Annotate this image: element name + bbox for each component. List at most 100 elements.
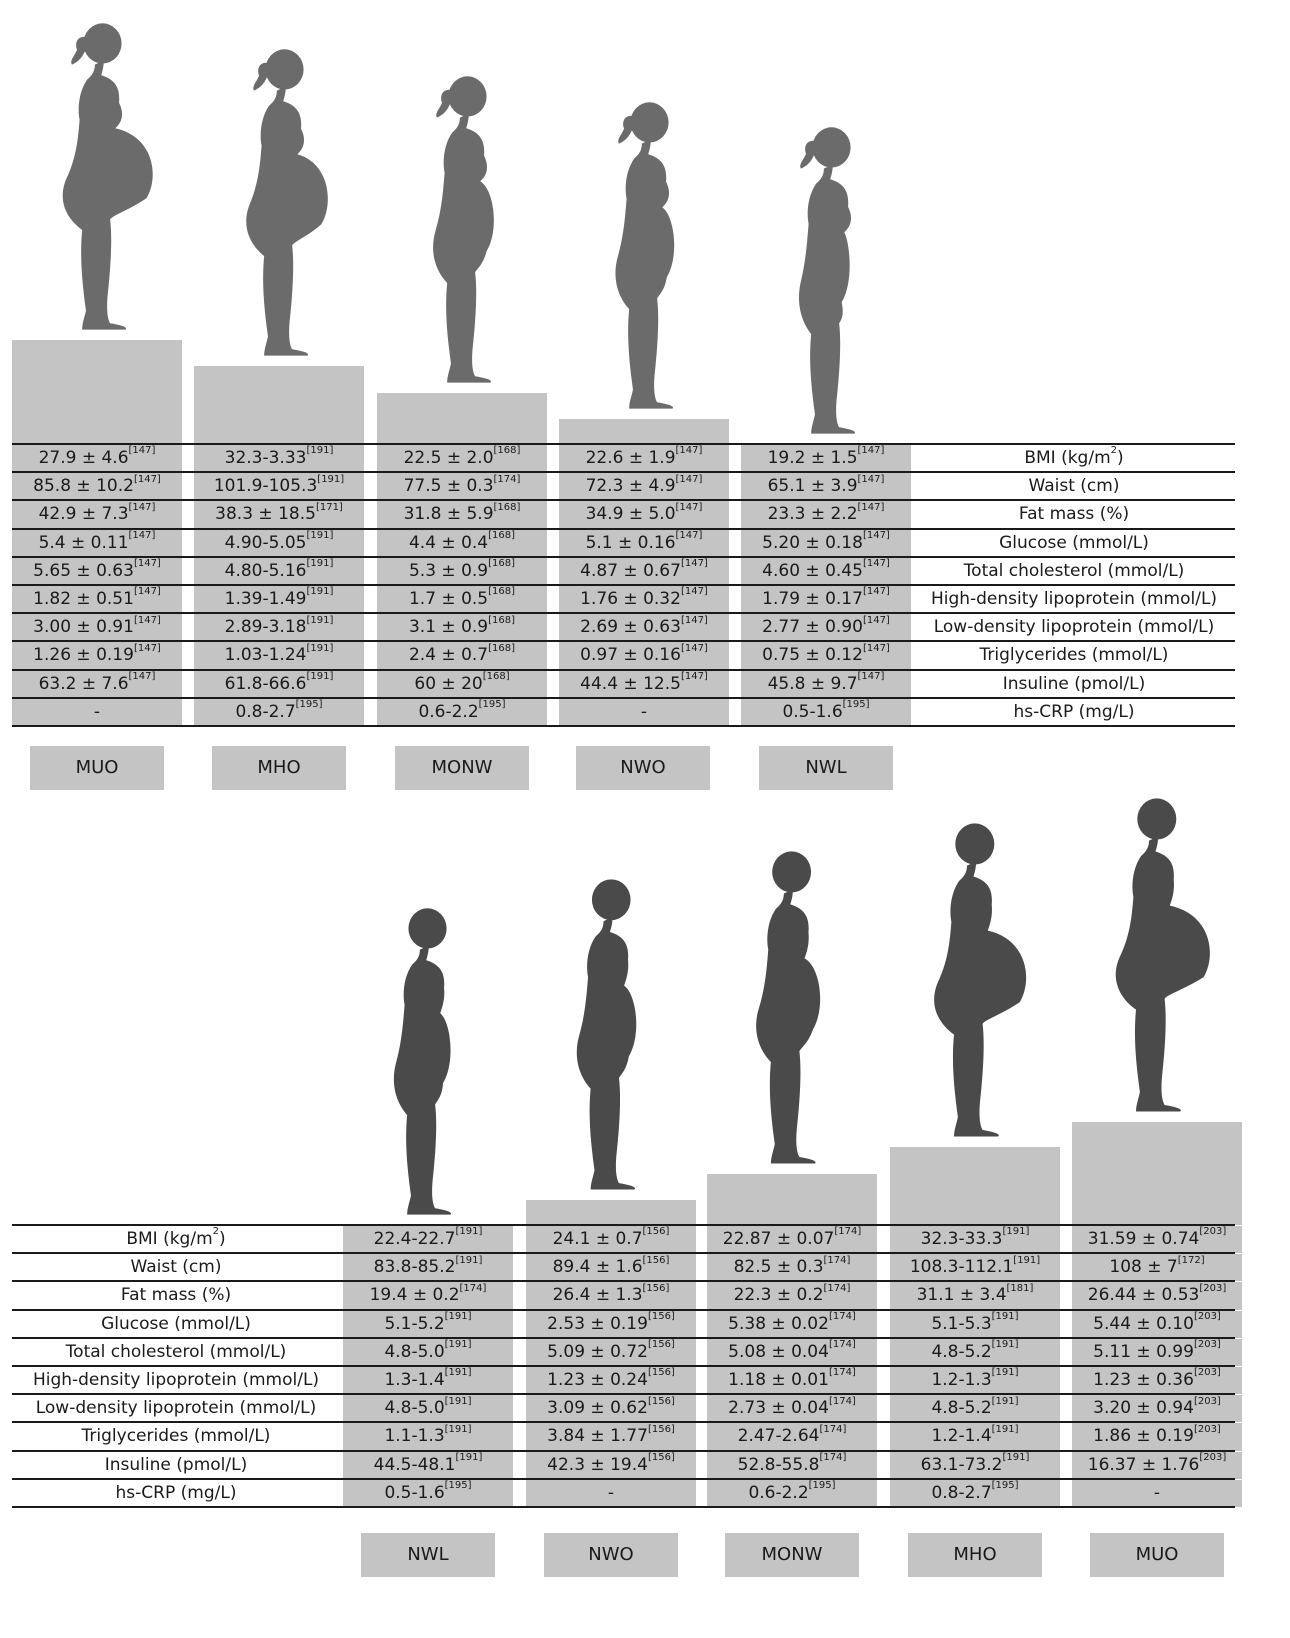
label-text: Triglycerides (mmol/L) [81,1426,271,1447]
value-cell: 1.18 ± 0.01[174] [707,1367,877,1395]
label-text: High-density lipoprotein (mmol/L) [930,589,1218,609]
pedestal-monw [707,1174,877,1225]
row-label: Low-density lipoprotein (mmol/L) [12,1395,340,1422]
cell-reference: [191] [1013,1254,1041,1266]
row-divider [12,1336,1235,1339]
group-tag-muo: MUO [1090,1533,1224,1577]
cell-value: 32.3-33.3 [920,1229,1003,1249]
cell-value: 44.5-48.1 [373,1454,456,1475]
cell-value: 5.3 ± 0.9 [408,560,489,581]
row-label: BMI (kg/m2) [12,1226,340,1253]
cell-value: 3.20 ± 0.94 [1093,1398,1194,1419]
row-divider [12,1252,1235,1255]
cell-reference: [174] [834,1226,862,1238]
cell-reference: [156] [642,1282,670,1294]
male-mho-head-shape [955,823,995,865]
cell-value: 4.90-5.05 [224,532,307,553]
label-text: Low-density lipoprotein (mmol/L) [933,617,1215,638]
value-cell: 1.7 ± 0.5[168] [377,586,547,614]
cell-value: 5.08 ± 0.04 [728,1341,829,1362]
value-cell: 1.03-1.24[191] [194,642,364,670]
value-cell: 1.23 ± 0.24[156] [526,1367,696,1395]
value-cell: - [1072,1479,1242,1507]
cell-value: 2.77 ± 0.90 [762,617,863,638]
cell-value: 1.7 ± 0.5 [408,589,489,609]
cell-value: 108.3-112.1 [909,1257,1014,1278]
row-label: Fat mass (%) [913,501,1235,528]
row-label: Glucose (mmol/L) [913,530,1235,557]
cell-reference: [203] [1193,1310,1221,1322]
female-nwo-ponytail-shape [618,115,635,144]
cell-reference: [195] [478,699,506,711]
row-divider [12,1449,1235,1452]
male-monw-silhouette [756,851,821,1164]
row-divider [12,499,1235,502]
cell-reference: [191] [306,586,334,598]
group-tag-mho: MHO [212,746,346,790]
row-divider [12,584,1235,586]
cell-value: 22.3 ± 0.2 [733,1285,824,1306]
value-cell: - [526,1479,696,1507]
cell-reference: [174] [823,1254,851,1266]
label-superscript: 2 [212,1226,220,1238]
value-cell: 22.5 ± 2.0[168] [377,445,547,473]
value-cell: 108.3-112.1[191] [890,1254,1060,1282]
cell-reference: [147] [128,501,156,513]
cell-reference: [195] [295,699,323,711]
male-mho-silhouette [934,823,1027,1137]
cell-reference: [147] [680,586,708,598]
value-cell: 0.6-2.2[195] [707,1479,877,1507]
cell-value: 63.2 ± 7.6 [38,673,129,694]
cell-reference: [147] [680,642,708,654]
value-cell: 24.1 ± 0.7[156] [526,1226,696,1254]
cell-reference: [191] [306,642,334,654]
cell-value: 0.97 ± 0.16 [580,645,681,666]
value-cell: 42.9 ± 7.3[147] [12,501,182,529]
value-cell: 5.4 ± 0.11[147] [12,529,182,557]
value-cell: 5.11 ± 0.99[203] [1072,1338,1242,1366]
cell-reference: [191] [317,473,345,485]
value-cell: 5.44 ± 0.10[203] [1072,1310,1242,1338]
label-superscript: 2 [1110,445,1118,457]
cell-value: 1.03-1.24 [224,645,307,666]
row-label: hs-CRP (mg/L) [12,1480,340,1507]
label-text: Fat mass (%) [1018,504,1130,525]
cell-value: 61.8-66.6 [224,673,307,694]
value-cell: 1.26 ± 0.19[147] [12,642,182,670]
cell-reference: [147] [857,473,885,485]
row-label: hs-CRP (mg/L) [913,699,1235,726]
value-cell: 4.8-5.2[191] [890,1338,1060,1366]
cell-reference: [191] [444,1395,472,1407]
cell-value: 42.9 ± 7.3 [38,504,129,525]
value-cell: 82.5 ± 0.3[174] [707,1254,877,1282]
row-label: Insuline (pmol/L) [913,671,1235,698]
cell-value: 5.38 ± 0.02 [728,1313,829,1334]
cell-value: 34.9 ± 5.0 [585,504,676,525]
cell-reference: [147] [128,670,156,682]
cell-value: 4.8-5.0 [384,1398,445,1419]
label-text: Insuline (pmol/L) [104,1454,248,1475]
cell-reference: [203] [1199,1226,1227,1238]
row-label: Triglycerides (mmol/L) [12,1423,340,1450]
pedestal-nwo [559,419,729,444]
female-nwl-ponytail-shape [800,140,817,169]
cell-value: 19.2 ± 1.5 [767,448,858,468]
cell-reference: [168] [493,501,521,513]
value-cell: 44.4 ± 12.5[147] [559,670,729,698]
row-label: Fat mass (%) [12,1282,340,1309]
value-cell: 5.3 ± 0.9[168] [377,557,547,585]
cell-value: 2.53 ± 0.19 [547,1313,648,1334]
female-nwo-head-shape [630,102,669,143]
cell-reference: [195] [444,1480,472,1492]
row-label: Total cholesterol (mmol/L) [12,1339,340,1366]
cell-reference: [147] [133,558,161,570]
value-cell: 4.8-5.0[191] [343,1395,513,1423]
value-cell: 1.3-1.4[191] [343,1367,513,1395]
cell-reference: [191] [991,1423,1019,1435]
cell-reference: [168] [488,558,515,570]
value-cell: 52.8-55.8[174] [707,1451,877,1479]
cell-reference: [147] [857,445,885,457]
cell-value: 4.8-5.2 [931,1398,992,1419]
value-cell: 0.97 ± 0.16[147] [559,642,729,670]
cell-reference: [174] [828,1339,856,1351]
